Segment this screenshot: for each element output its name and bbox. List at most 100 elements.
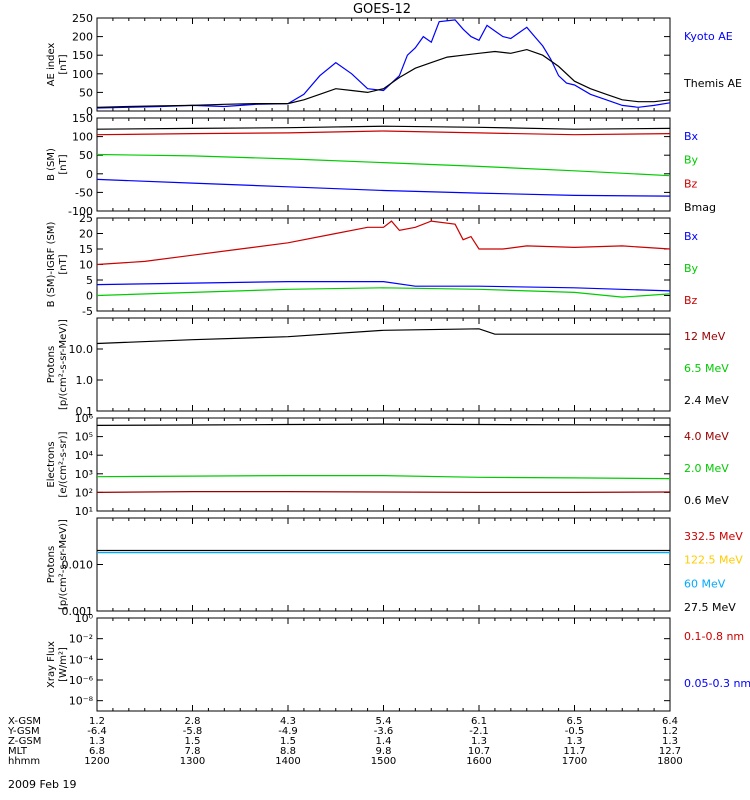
y-tick-label: 20 — [79, 228, 93, 241]
orbit-value: 1.5 — [185, 736, 201, 747]
y-axis-label: Protons — [46, 546, 57, 583]
y-tick-label: 10⁶ — [75, 412, 94, 425]
orbit-row-label: Y-GSM — [7, 726, 40, 737]
legend-12-mev: 12 MeV — [684, 330, 726, 343]
orbit-value: 1500 — [371, 756, 396, 767]
series-line-bx — [96, 178, 671, 197]
series-line-bx — [96, 281, 671, 292]
panel-protons_hi: 0.1 1.0 10.0 Protons [p/(cm²-s-sr-MeV)] 12 Me… — [46, 317, 729, 418]
panel-frame — [96, 117, 671, 212]
orbit-value: 1.2 — [89, 716, 105, 727]
y-tick-label: 200 — [72, 31, 93, 44]
y-tick-label: 150 — [72, 112, 93, 125]
panel-bsm: -100 -50 0 50 100 150 B (SM) [nT] Bx By Bz Bmag — [46, 112, 716, 218]
legend-0-05-0-3-nm: 0.05-0.3 nm — [684, 677, 750, 690]
panel-frame — [96, 617, 671, 712]
y-tick-label: 0.001 — [62, 605, 94, 618]
legend-2-0-mev: 2.0 MeV — [684, 462, 729, 475]
y-axis-label: [nT] — [58, 154, 69, 174]
legend-27-5-mev: 27.5 MeV — [684, 601, 736, 614]
orbit-row-label: hhmm — [8, 756, 40, 767]
y-tick-label: -5 — [82, 305, 93, 318]
series-line-2-0-mev — [96, 475, 671, 480]
y-tick-label: 10.0 — [69, 343, 94, 356]
orbit-value: 1.3 — [471, 736, 487, 747]
legend-122-5-mev: 122.5 MeV — [684, 554, 743, 567]
orbit-value: 11.7 — [563, 746, 585, 757]
y-tick-label: 1.0 — [76, 374, 94, 387]
orbit-value: 6.8 — [89, 746, 105, 757]
panel-frame — [96, 517, 671, 612]
y-axis-label: [nT] — [58, 54, 69, 74]
orbit-table: X-GSMY-GSMZ-GSMMLThhmm1.2-6.41.36.812002… — [7, 716, 683, 767]
orbit-value: 5.4 — [376, 716, 392, 727]
orbit-value: 4.3 — [280, 716, 296, 727]
y-tick-label: 10 — [79, 259, 93, 272]
legend-0-1-0-8-nm: 0.1-0.8 nm — [684, 630, 744, 643]
legend-bx: Bx — [684, 230, 699, 243]
orbit-row-label: MLT — [8, 746, 28, 757]
orbit-value: 1800 — [657, 756, 682, 767]
y-tick-label: 10² — [75, 486, 93, 499]
legend-bz: Bz — [684, 177, 698, 190]
legend-bx: Bx — [684, 130, 699, 143]
y-axis-label: B (SM) — [46, 148, 57, 181]
y-axis-label: Electrons — [46, 441, 57, 487]
orbit-value: 1700 — [562, 756, 587, 767]
panel-ae: 0 50 100 150 200 250 AE index [nT] Kyoto AE Themi… — [46, 12, 742, 118]
y-tick-label: 10⁵ — [75, 431, 93, 444]
y-tick-label: 10⁻⁸ — [69, 695, 94, 708]
y-tick-label: 50 — [79, 149, 93, 162]
y-tick-label: 10⁴ — [75, 449, 94, 462]
plot-title: GOES-12 — [353, 2, 411, 17]
orbit-value: 2.8 — [185, 716, 201, 727]
panel-protons_mev: 0.001 0.010 Protons [p/(cm²-s-sr-MeV)] 332.5… — [46, 517, 743, 618]
panel-frame — [96, 417, 671, 512]
orbit-value: 12.7 — [659, 746, 681, 757]
legend-bmag: Bmag — [684, 201, 716, 214]
orbit-value: 1.5 — [280, 736, 296, 747]
series-line-kyoto-ae — [96, 19, 671, 109]
y-tick-label: 10⁻² — [69, 633, 93, 646]
legend-4-0-mev: 4.0 MeV — [684, 430, 729, 443]
y-tick-label: 100 — [72, 68, 93, 81]
series-line-0-6-mev — [96, 423, 671, 426]
y-axis-label: AE index — [46, 43, 57, 87]
date-label: 2009 Feb 19 — [8, 778, 76, 791]
orbit-value: -6.4 — [87, 726, 107, 737]
series-line-bz — [96, 220, 671, 266]
orbit-value: -3.6 — [374, 726, 394, 737]
orbit-value: 9.8 — [376, 746, 392, 757]
orbit-value: -5.8 — [183, 726, 203, 737]
legend-2-4-mev: 2.4 MeV — [684, 394, 729, 407]
legend-332-5-mev: 332.5 MeV — [684, 530, 743, 543]
series-line-bz — [96, 130, 671, 136]
legend-by: By — [684, 262, 699, 275]
series-line-themis-ae — [96, 48, 671, 108]
orbit-value: 7.8 — [185, 746, 201, 757]
orbit-value: 1.3 — [567, 736, 583, 747]
y-tick-label: 150 — [72, 49, 93, 62]
y-axis-label: Xray Flux — [46, 641, 57, 688]
y-tick-label: 0 — [86, 168, 93, 181]
y-axis-label: [W/m²] — [58, 647, 69, 682]
orbit-value: -2.1 — [469, 726, 489, 737]
orbit-value: 1300 — [180, 756, 205, 767]
panel-frame — [96, 317, 671, 412]
orbit-value: 1200 — [84, 756, 109, 767]
y-axis-label: [e/(cm²-s-sr)] — [58, 431, 69, 497]
series-line-by — [96, 287, 671, 298]
panel-electrons: 10¹ 10² 10³ 10⁴ 10⁵ 10⁶ Electrons [e/(cm²-s-sr)… — [46, 412, 729, 518]
orbit-value: 1600 — [466, 756, 491, 767]
orbit-value: 1.3 — [89, 736, 105, 747]
panel-frame — [96, 217, 671, 312]
y-tick-label: -100 — [68, 205, 93, 218]
series-line-4-0-mev — [96, 491, 671, 493]
orbit-value: 6.1 — [471, 716, 487, 727]
legend-6-5-mev: 6.5 MeV — [684, 362, 729, 375]
y-tick-label: 50 — [79, 86, 93, 99]
panel-xray: 10⁰ 10⁻² 10⁻⁴ 10⁻⁶ 10⁻⁸ Xray Flux [W/m²] 0.1-0.… — [46, 612, 750, 712]
y-tick-label: 250 — [72, 12, 93, 25]
orbit-value: 1400 — [275, 756, 300, 767]
y-tick-label: -50 — [75, 186, 93, 199]
